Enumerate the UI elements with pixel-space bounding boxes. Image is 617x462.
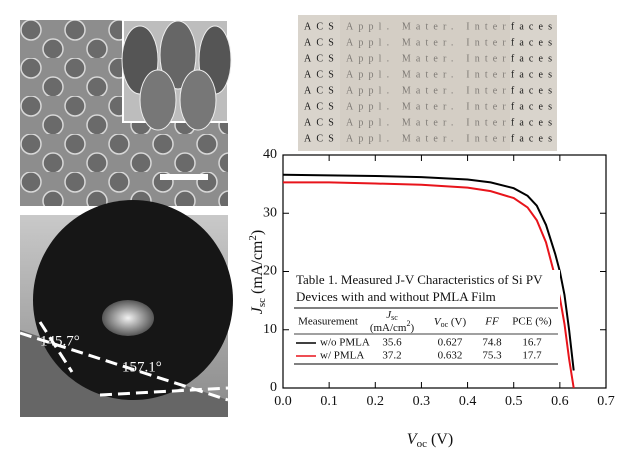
inset-table: Table 1. Measured J-V Characteristics of… — [292, 270, 560, 366]
inset-cones — [121, 20, 232, 131]
x-tick-label: 0.3 — [413, 394, 431, 409]
x-tick-label: 0.4 — [459, 394, 477, 409]
legend-label: w/ PMLA — [320, 350, 364, 362]
x-tick-label: 0.2 — [367, 394, 385, 409]
legend-label: w/o PMLA — [320, 337, 370, 349]
y-tick-label: 30 — [263, 205, 277, 220]
scale-bar — [160, 174, 208, 180]
x-axis-label: Voc (V) — [407, 431, 453, 450]
table-bg — [292, 270, 560, 366]
x-tick-label: 0.7 — [597, 394, 615, 409]
table-caption: Table 1. Measured J-V Characteristics of… — [296, 272, 543, 287]
y-tick-label: 20 — [263, 264, 277, 279]
table-header: FF — [484, 316, 499, 328]
table-header: (mA/cm2) — [370, 319, 415, 334]
y-axis-label: Jsc (mA/cm2) — [247, 230, 268, 314]
table-cell: 75.3 — [482, 350, 502, 362]
table-body: w/o PMLA 35.6 0.627 74.8 16.7 w/ PMLA 37.2 0.63… — [296, 337, 542, 362]
table-cell: 0.627 — [438, 337, 463, 349]
table-header: Voc (V) — [434, 316, 467, 329]
series-line — [282, 173, 575, 371]
table-cell: 37.2 — [382, 350, 401, 362]
chart: 0.0 0.1 0.2 0.3 0.4 0.5 0.6 0.7 0 10 20 30 40 — [263, 147, 615, 409]
table-cell: 74.8 — [482, 337, 502, 349]
table-caption: Devices with and without PMLA Film — [296, 289, 496, 304]
droplet-highlight — [102, 300, 154, 336]
x-tick-label: 0.0 — [274, 394, 292, 409]
table-cell: 0.632 — [438, 350, 463, 362]
droplet — [33, 200, 233, 400]
x-tick-label: 0.5 — [505, 394, 523, 409]
table-cell: 16.7 — [522, 337, 542, 349]
label-overlay — [340, 15, 510, 151]
table-header: Jsc — [386, 309, 398, 322]
series-line — [283, 181, 575, 389]
x-tick-label: 0.6 — [551, 394, 569, 409]
x-tick-label: 0.1 — [320, 394, 338, 409]
angle-label: 145.7° — [40, 333, 80, 349]
table-cell: 35.6 — [382, 337, 402, 349]
angle-lines — [19, 321, 229, 402]
table-header: Measurement — [298, 316, 358, 328]
angle-label: 157.1° — [122, 359, 162, 375]
table-cell: 17.7 — [522, 350, 542, 362]
y-tick-label: 40 — [263, 147, 277, 162]
y-tick-label: 0 — [270, 380, 277, 395]
table-header: PCE (%) — [512, 316, 552, 328]
y-tick-label: 10 — [263, 322, 277, 337]
